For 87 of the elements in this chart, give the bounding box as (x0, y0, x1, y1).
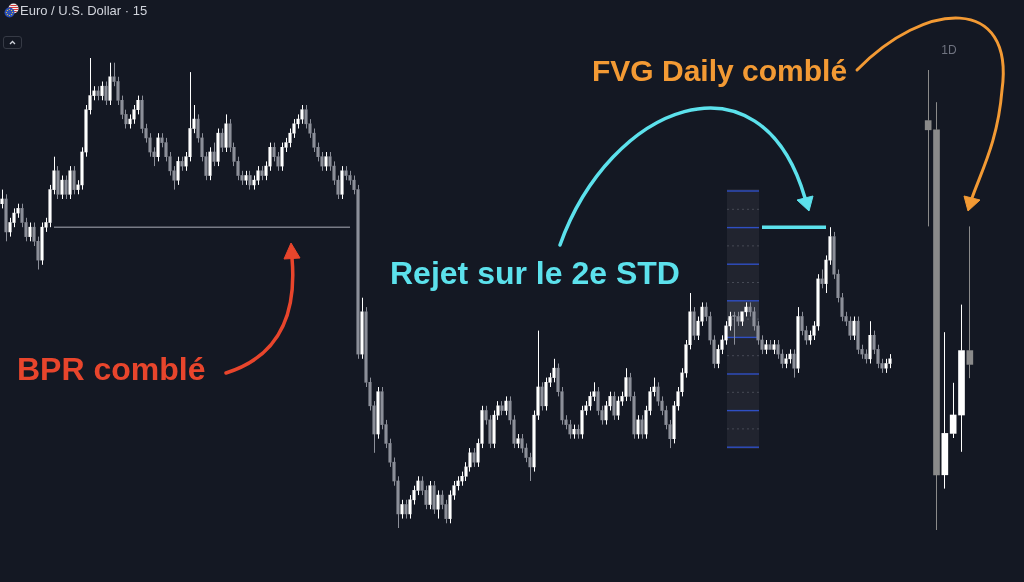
candlestick (884, 358, 888, 374)
candlestick (244, 170, 248, 186)
candlestick (656, 381, 660, 407)
candlestick (624, 367, 628, 402)
candlestick (580, 405, 584, 440)
candlestick (768, 339, 772, 350)
candlestick (360, 297, 364, 360)
candlestick (436, 489, 440, 520)
candlestick (856, 316, 860, 355)
candlestick (408, 494, 412, 520)
candlestick (568, 419, 572, 440)
candlestick (732, 311, 736, 346)
candlestick (376, 386, 380, 440)
candlestick (544, 377, 548, 411)
candlestick (96, 85, 100, 101)
candlestick (740, 311, 744, 327)
candlestick (520, 433, 524, 454)
candlestick (8, 217, 12, 238)
candlestick (966, 225, 974, 379)
candlestick (636, 414, 640, 440)
candlestick (800, 311, 804, 336)
candlestick (344, 165, 348, 181)
candlestick (128, 113, 132, 129)
candlestick (220, 128, 224, 153)
candlestick (788, 348, 792, 364)
candlestick (941, 331, 949, 490)
candlestick (108, 62, 112, 106)
candlestick (72, 165, 76, 195)
candlestick (808, 330, 812, 346)
candlestick (848, 316, 852, 341)
candlestick (640, 414, 644, 440)
candlestick (796, 306, 800, 374)
candlestick (504, 395, 508, 416)
chart-title: 1D (941, 43, 957, 58)
candlestick (604, 400, 608, 426)
candlestick (132, 104, 136, 125)
candlestick (784, 353, 788, 369)
candlestick (448, 489, 452, 524)
annotation: BPR comblé (17, 351, 206, 387)
candlestick (400, 499, 404, 520)
candlestick (256, 165, 260, 186)
candlestick (280, 142, 284, 172)
candlestick (404, 499, 408, 520)
candlestick (212, 142, 216, 167)
candlestick (208, 146, 212, 181)
candlestick (516, 433, 520, 449)
candlestick (68, 165, 72, 200)
candlestick (60, 175, 64, 200)
candlestick (772, 339, 776, 355)
candlestick (56, 165, 60, 200)
candlestick (40, 222, 44, 266)
candlestick (472, 447, 476, 468)
candlestick (340, 165, 344, 200)
candlestick (4, 193, 8, 242)
annotation: Rejet sur le 2e STD (390, 255, 680, 291)
candlestick (348, 170, 352, 186)
candlestick (588, 391, 592, 411)
candlestick (432, 480, 436, 515)
candlestick (820, 269, 824, 289)
candlestick (156, 132, 160, 162)
candlestick (248, 170, 252, 191)
candlestick (0, 189, 4, 209)
candlestick (572, 424, 576, 440)
candlestick (300, 104, 304, 125)
candlestick (864, 348, 868, 364)
candlestick (216, 128, 220, 167)
candlestick (933, 101, 940, 531)
candlestick (500, 400, 504, 416)
candlestick (612, 391, 616, 421)
candlestick (468, 447, 472, 473)
candlestick (540, 381, 544, 411)
candlestick (260, 165, 264, 181)
candlestick (552, 358, 556, 383)
candlestick (868, 320, 872, 364)
candlestick (180, 156, 184, 172)
chart-title: Euro / U.S. Dollar · 15 (20, 3, 148, 19)
candlestick (888, 353, 892, 369)
candlestick (596, 386, 600, 416)
annotation: FVG Daily comblé (592, 54, 848, 87)
candlestick (692, 306, 696, 341)
candlestick (176, 156, 180, 186)
candlestick (616, 395, 620, 421)
candlestick (776, 339, 780, 360)
candlestick (958, 304, 965, 453)
candlestick (224, 113, 228, 153)
candlestick (764, 339, 768, 355)
candlestick (324, 151, 328, 172)
